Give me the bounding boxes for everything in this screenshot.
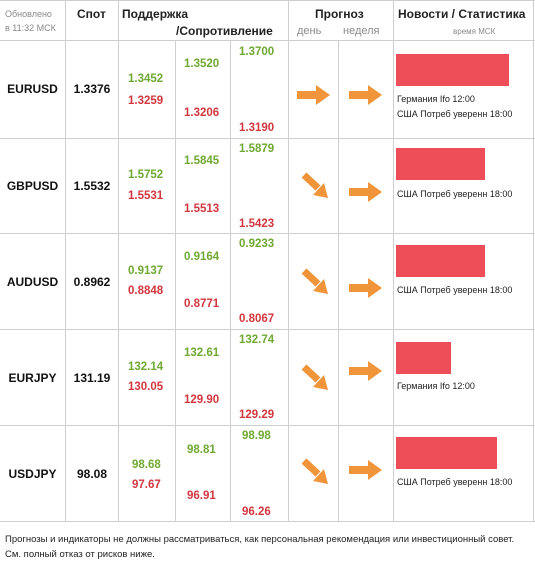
resistance-level: 0.8771 xyxy=(184,298,220,310)
arrow-right-icon xyxy=(297,85,330,105)
spot-header: Спот xyxy=(77,7,106,21)
arrow-right-icon xyxy=(349,182,382,202)
news-indicator-bar xyxy=(396,148,485,180)
support-level: 0.9164 xyxy=(184,251,220,263)
grid-line xyxy=(0,40,535,41)
arrow-down-right-icon xyxy=(301,172,328,198)
spot-price: 0.8962 xyxy=(73,275,111,289)
resistance-level: 97.67 xyxy=(132,479,161,491)
news-header: Новости / Статистика xyxy=(398,7,526,21)
support-level: 132.74 xyxy=(239,334,275,346)
support-level: 98.68 xyxy=(132,459,161,471)
grid-line xyxy=(338,40,339,522)
arrow-down-right-icon xyxy=(301,364,328,390)
grid-line xyxy=(0,233,535,234)
support-level: 98.98 xyxy=(242,430,271,442)
support-level: 1.5752 xyxy=(128,169,164,181)
arrow-down-right-icon xyxy=(301,458,328,484)
support-level: 98.81 xyxy=(187,444,216,456)
grid-line xyxy=(288,0,289,522)
disclaimer-text: Прогнозы и индикаторы не должны рассматр… xyxy=(5,534,515,560)
resistance-header: /Сопротивление xyxy=(176,24,273,38)
support-level: 0.9137 xyxy=(128,265,164,277)
resistance-level: 1.3206 xyxy=(184,107,220,119)
forecast-day-header: день xyxy=(297,25,322,37)
news-indicator-bar xyxy=(396,54,509,86)
grid-line xyxy=(0,0,535,1)
forecast-header: Прогноз xyxy=(315,7,364,21)
resistance-level: 1.5513 xyxy=(184,203,220,215)
resistance-level: 1.5423 xyxy=(239,218,275,230)
grid-line xyxy=(0,329,535,330)
support-header: Поддержка xyxy=(122,7,189,21)
forecast-week-header: неделя xyxy=(343,25,380,37)
news-time-header: время МСК xyxy=(453,27,496,36)
news-item[interactable]: Германия Ifo 12:00 xyxy=(397,381,475,391)
spot-price: 1.3376 xyxy=(73,82,111,96)
spot-price: 131.19 xyxy=(73,371,111,385)
resistance-level: 1.5531 xyxy=(128,190,164,202)
pair-name[interactable]: EURUSD xyxy=(7,82,58,96)
updated-time: в 11:32 МСК xyxy=(5,23,56,33)
arrow-right-icon xyxy=(349,85,382,105)
support-level: 1.3452 xyxy=(128,73,164,85)
resistance-level: 0.8067 xyxy=(239,313,275,325)
grid-line xyxy=(0,138,535,139)
grid-line xyxy=(230,40,231,522)
news-indicator-bar xyxy=(396,245,485,277)
arrow-right-icon xyxy=(349,278,382,298)
resistance-level: 96.26 xyxy=(242,506,271,518)
grid-line xyxy=(393,0,394,522)
support-level: 1.3520 xyxy=(184,58,220,70)
news-item[interactable]: Германия Ifo 12:00 xyxy=(397,94,475,104)
grid-line xyxy=(118,0,119,522)
support-level: 1.5879 xyxy=(239,143,275,155)
news-indicator-bar xyxy=(396,437,497,469)
pair-name[interactable]: AUDUSD xyxy=(6,275,59,289)
grid-line xyxy=(175,40,176,522)
pair-name[interactable]: USDJPY xyxy=(8,467,57,481)
updated-label: Обновлено xyxy=(5,9,52,19)
news-item[interactable]: США Потреб уверенн 18:00 xyxy=(397,285,513,295)
pair-name[interactable]: EURJPY xyxy=(8,371,57,385)
grid-line xyxy=(65,0,66,522)
support-level: 1.3700 xyxy=(239,46,275,58)
support-level: 132.14 xyxy=(128,361,164,373)
news-indicator-bar xyxy=(396,342,451,374)
arrow-right-icon xyxy=(349,460,382,480)
spot-price: 98.08 xyxy=(76,467,108,481)
arrow-right-icon xyxy=(349,361,382,381)
grid-line xyxy=(0,521,535,522)
arrow-down-right-icon xyxy=(301,268,328,294)
news-item[interactable]: США Потреб уверенн 18:00 xyxy=(397,477,513,487)
resistance-level: 1.3190 xyxy=(239,122,275,134)
support-level: 1.5845 xyxy=(184,155,220,167)
resistance-level: 129.29 xyxy=(239,409,275,421)
resistance-level: 130.05 xyxy=(128,381,164,393)
resistance-level: 0.8848 xyxy=(128,285,164,297)
news-item[interactable]: США Потреб уверенн 18:00 xyxy=(397,189,513,199)
resistance-level: 1.3259 xyxy=(128,95,164,107)
spot-price: 1.5532 xyxy=(73,179,111,193)
pair-name[interactable]: GBPUSD xyxy=(6,179,59,193)
grid-line xyxy=(533,0,534,522)
resistance-level: 129.90 xyxy=(184,394,220,406)
support-level: 0.9233 xyxy=(239,238,275,250)
resistance-level: 96.91 xyxy=(187,490,216,502)
grid-line xyxy=(0,425,535,426)
news-item[interactable]: США Потреб уверенн 18:00 xyxy=(397,109,513,119)
support-level: 132.61 xyxy=(184,347,220,359)
